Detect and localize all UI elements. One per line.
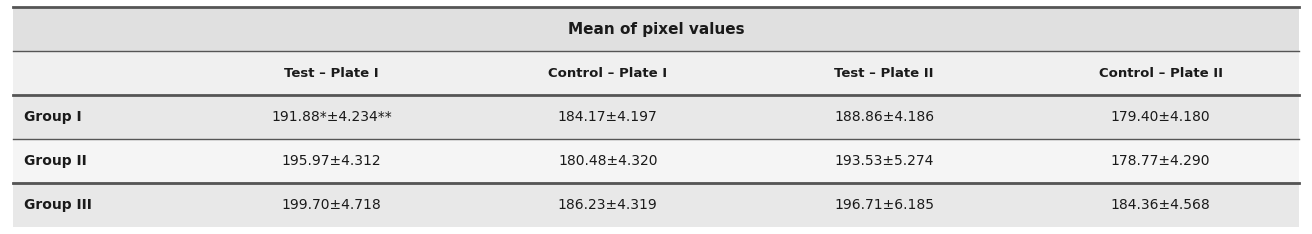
Text: 184.17±4.197: 184.17±4.197: [558, 110, 657, 124]
Text: Group III: Group III: [24, 198, 92, 212]
Text: 186.23±4.319: 186.23±4.319: [558, 198, 657, 212]
Bar: [747, 51, 1022, 95]
Text: 193.53±5.274: 193.53±5.274: [834, 154, 934, 168]
Text: 191.88*±4.234**: 191.88*±4.234**: [272, 110, 392, 124]
Text: Group I: Group I: [24, 110, 81, 124]
Text: 188.86±4.186: 188.86±4.186: [834, 110, 934, 124]
Text: Mean of pixel values: Mean of pixel values: [568, 22, 744, 37]
Bar: [13, 183, 1299, 227]
Bar: [13, 51, 193, 95]
Bar: [470, 51, 747, 95]
Text: Control – Plate I: Control – Plate I: [548, 66, 668, 80]
Text: 184.36±4.568: 184.36±4.568: [1111, 198, 1211, 212]
Bar: [13, 139, 1299, 183]
Bar: [193, 51, 470, 95]
Bar: [13, 95, 1299, 139]
Bar: [1022, 51, 1299, 95]
Text: Control – Plate II: Control – Plate II: [1098, 66, 1223, 80]
Text: Test – Plate I: Test – Plate I: [283, 66, 379, 80]
Text: 195.97±4.312: 195.97±4.312: [282, 154, 382, 168]
Text: 199.70±4.718: 199.70±4.718: [282, 198, 382, 212]
Bar: [13, 7, 1299, 51]
Text: 179.40±4.180: 179.40±4.180: [1111, 110, 1211, 124]
Text: 196.71±6.185: 196.71±6.185: [834, 198, 934, 212]
Text: Group II: Group II: [24, 154, 87, 168]
Text: Test – Plate II: Test – Plate II: [834, 66, 934, 80]
Text: 180.48±4.320: 180.48±4.320: [558, 154, 657, 168]
Text: 178.77±4.290: 178.77±4.290: [1111, 154, 1211, 168]
